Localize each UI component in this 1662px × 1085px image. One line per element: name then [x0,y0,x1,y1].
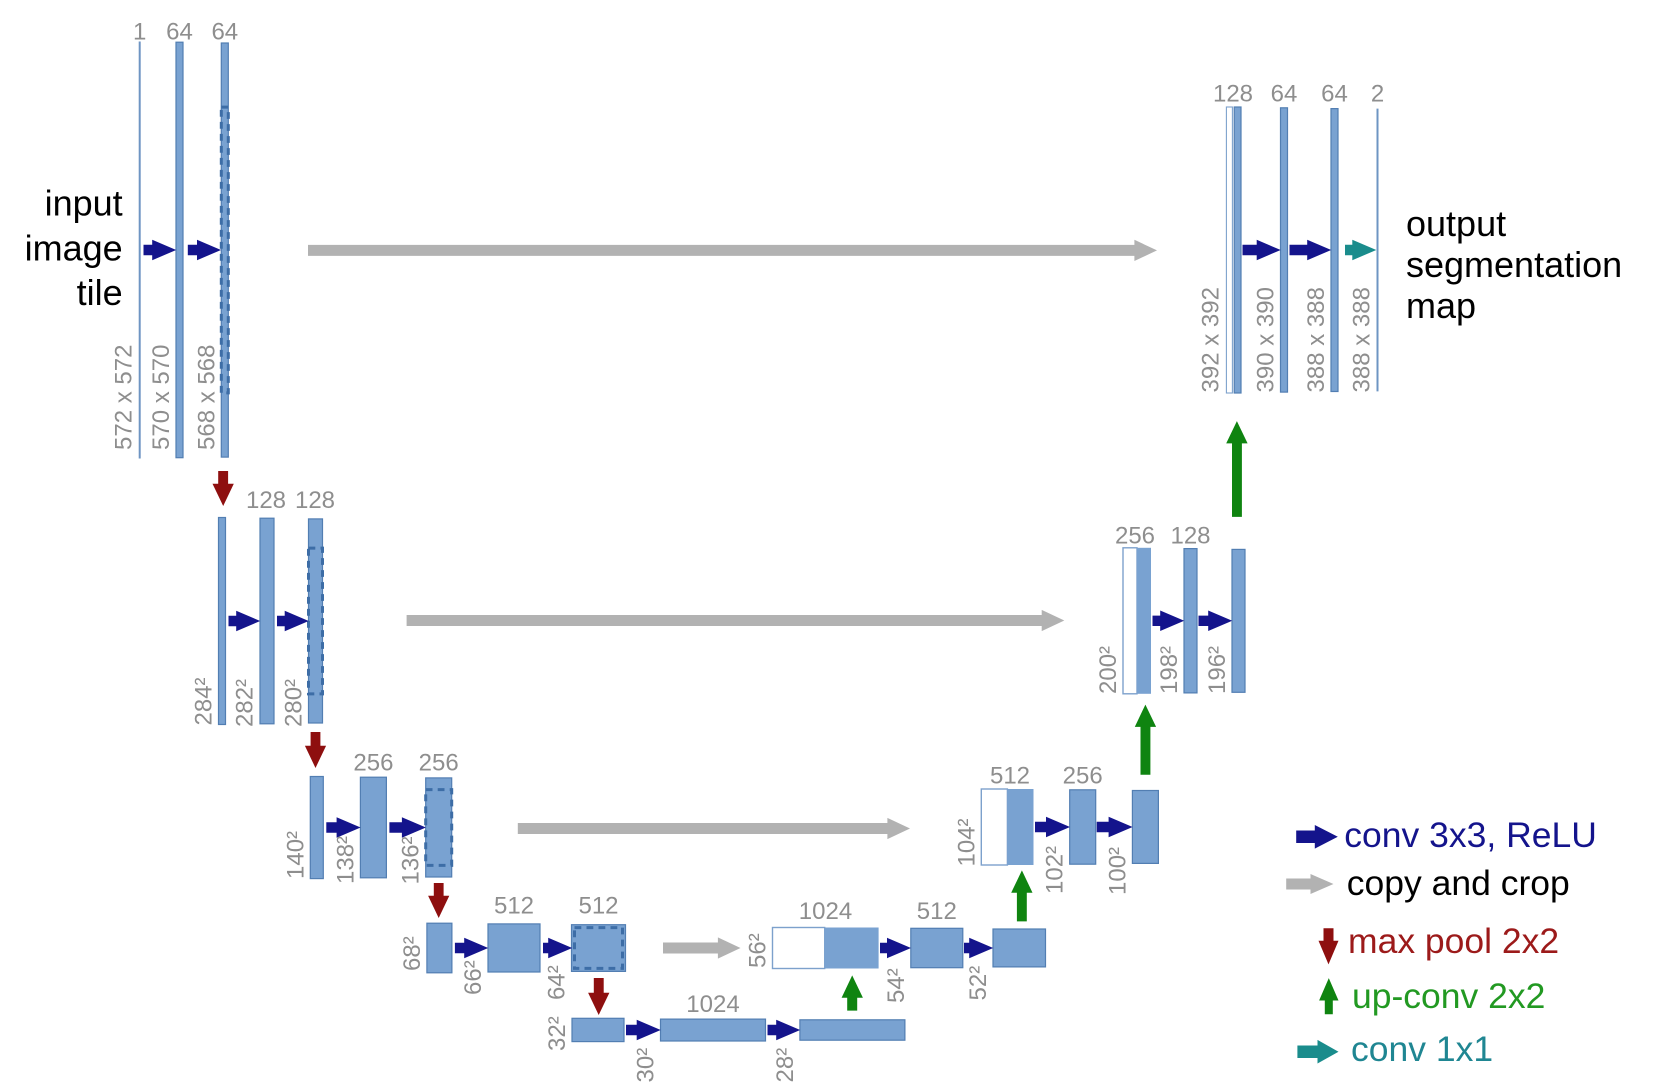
svg-text:512: 512 [990,763,1030,790]
svg-text:54²: 54² [883,968,910,1003]
svg-text:388 x 388: 388 x 388 [1303,287,1330,392]
svg-text:64: 64 [211,19,238,46]
svg-text:copy and crop: copy and crop [1347,863,1570,903]
svg-text:2: 2 [1371,81,1384,108]
svg-text:100²: 100² [1104,847,1131,895]
svg-text:input: input [45,183,123,224]
svg-text:68²: 68² [399,936,426,971]
svg-text:max pool 2x2: max pool 2x2 [1348,921,1559,961]
svg-text:64²: 64² [544,965,571,1000]
svg-text:256: 256 [1115,523,1155,550]
svg-text:256: 256 [1063,763,1103,790]
svg-text:1024: 1024 [799,898,852,925]
svg-text:200²: 200² [1095,646,1122,694]
svg-text:56²: 56² [745,933,772,968]
svg-text:102²: 102² [1042,846,1069,894]
svg-text:up-conv 2x2: up-conv 2x2 [1352,976,1545,1016]
svg-text:512: 512 [494,893,534,920]
svg-text:388 x 388: 388 x 388 [1349,287,1376,392]
svg-text:28²: 28² [772,1048,799,1083]
svg-text:32²: 32² [544,1016,571,1051]
svg-text:30²: 30² [633,1048,660,1083]
svg-text:256: 256 [353,750,393,777]
svg-text:output: output [1406,203,1506,244]
svg-text:conv 1x1: conv 1x1 [1351,1029,1493,1069]
svg-text:256: 256 [419,750,459,777]
svg-text:conv 3x3, ReLU: conv 3x3, ReLU [1344,815,1597,855]
svg-text:66²: 66² [460,960,487,995]
svg-text:512: 512 [578,893,618,920]
svg-text:52²: 52² [965,966,992,1001]
svg-text:392 x 392: 392 x 392 [1198,287,1225,392]
svg-text:280²: 280² [281,679,308,727]
svg-text:282²: 282² [232,679,259,727]
svg-text:138²: 138² [332,836,359,884]
svg-text:segmentation: segmentation [1406,244,1622,285]
svg-text:136²: 136² [398,836,425,884]
svg-text:198²: 198² [1156,646,1183,694]
svg-text:image: image [25,228,123,269]
svg-text:64: 64 [1321,81,1348,108]
svg-text:390 x 390: 390 x 390 [1253,287,1280,392]
svg-text:128: 128 [1170,523,1210,550]
svg-text:284²: 284² [191,677,218,725]
svg-text:104²: 104² [953,818,980,866]
svg-text:1: 1 [133,19,146,46]
svg-text:570 x 570: 570 x 570 [148,345,175,450]
svg-text:64: 64 [166,19,193,46]
svg-text:tile: tile [77,272,123,313]
svg-text:128: 128 [246,487,286,514]
svg-text:196²: 196² [1204,646,1231,694]
svg-text:64: 64 [1271,81,1298,108]
svg-text:map: map [1406,285,1476,326]
svg-text:1024: 1024 [686,991,739,1018]
svg-text:140²: 140² [282,831,309,879]
svg-text:128: 128 [295,487,335,514]
svg-text:512: 512 [917,898,957,925]
svg-text:568 x 568: 568 x 568 [193,345,220,450]
svg-text:572 x 572: 572 x 572 [111,345,138,450]
svg-text:128: 128 [1213,81,1253,108]
